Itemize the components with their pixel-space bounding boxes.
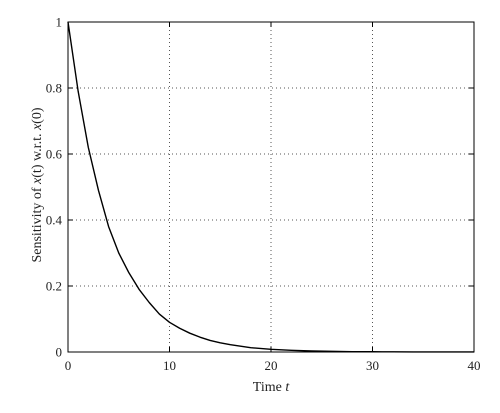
tick-marks xyxy=(67,21,475,353)
y-tick-label: 0.8 xyxy=(46,81,62,96)
grid-lines xyxy=(68,22,474,352)
y-tick-label: 0.6 xyxy=(46,147,63,162)
y-axis-label: Sensitivity of x(t) w.r.t. x(0) xyxy=(30,107,45,262)
x-axis-label: Time t xyxy=(253,380,291,395)
y-tick-label: 0.2 xyxy=(46,279,62,294)
y-tick-label: 0 xyxy=(56,345,63,360)
x-tick-label: 10 xyxy=(163,358,176,373)
y-tick-labels: 0 0.2 0.4 0.6 0.8 1 xyxy=(46,15,63,360)
x-tick-label: 30 xyxy=(366,358,379,373)
x-tick-label: 20 xyxy=(265,358,278,373)
x-tick-labels: 0 10 20 30 40 xyxy=(65,358,481,373)
x-tick-label: 0 xyxy=(65,358,72,373)
y-tick-label: 0.4 xyxy=(46,213,63,228)
y-tick-label: 1 xyxy=(56,15,63,30)
x-tick-label: 40 xyxy=(468,358,481,373)
